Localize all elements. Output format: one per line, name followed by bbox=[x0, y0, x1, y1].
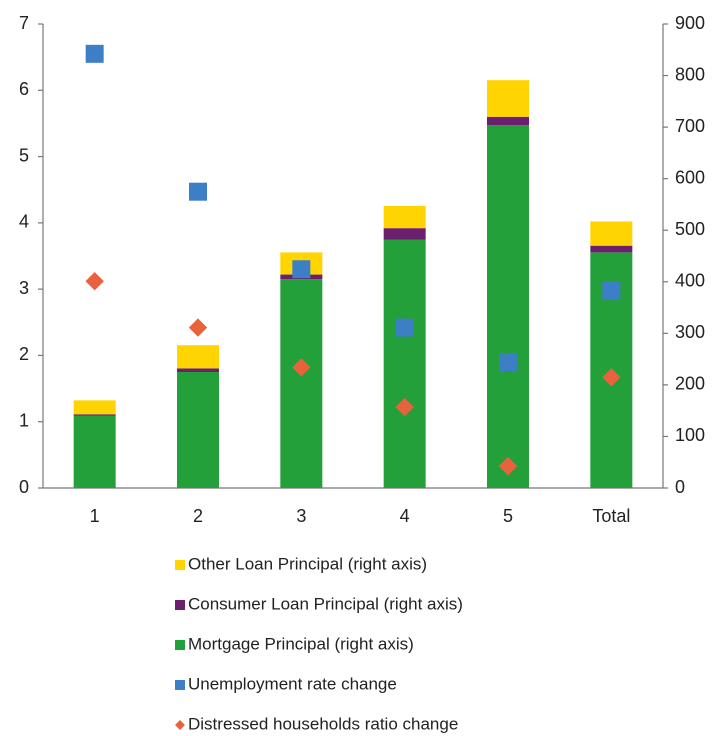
y-tick-label: 0 bbox=[19, 477, 29, 497]
y2-tick-label: 600 bbox=[675, 167, 705, 187]
legend-label: Mortgage Principal (right axis) bbox=[188, 634, 414, 653]
bar-segment bbox=[177, 345, 219, 369]
y2-tick-label: 200 bbox=[675, 374, 705, 394]
legend-label: Consumer Loan Principal (right axis) bbox=[188, 594, 463, 613]
y2-tick-label: 0 bbox=[675, 477, 685, 497]
y2-tick-label: 900 bbox=[675, 13, 705, 33]
point bbox=[498, 456, 518, 476]
legend-marker bbox=[175, 640, 185, 650]
point bbox=[292, 260, 311, 279]
bar-segment bbox=[177, 368, 219, 372]
bar-segment bbox=[590, 221, 633, 246]
bar-segment bbox=[487, 116, 529, 126]
point bbox=[602, 368, 621, 387]
bar-segment bbox=[487, 80, 529, 117]
point bbox=[395, 318, 414, 337]
point bbox=[602, 281, 621, 300]
bar-segment bbox=[280, 279, 323, 488]
legend-marker bbox=[175, 720, 185, 730]
y2-tick-label: 100 bbox=[675, 425, 705, 445]
bar-segment bbox=[590, 245, 633, 253]
point bbox=[395, 397, 414, 417]
point bbox=[188, 318, 208, 337]
x-tick-label: 1 bbox=[90, 506, 100, 526]
point bbox=[85, 44, 104, 63]
bar-segment bbox=[73, 415, 116, 488]
x-tick-label: 5 bbox=[503, 506, 513, 526]
point bbox=[85, 271, 104, 291]
bar-segment bbox=[177, 372, 219, 488]
point bbox=[189, 182, 207, 201]
y2-tick-label: 700 bbox=[675, 116, 705, 136]
bar-segment bbox=[73, 400, 116, 415]
y-tick-label: 1 bbox=[19, 410, 29, 430]
legend-label: Distressed households ratio change bbox=[188, 714, 458, 733]
y-tick-label: 4 bbox=[19, 212, 29, 232]
legend-label: Other Loan Principal (right axis) bbox=[188, 554, 427, 573]
legend-marker bbox=[175, 680, 185, 690]
y-tick-label: 5 bbox=[19, 145, 29, 165]
y-tick-label: 7 bbox=[19, 13, 29, 33]
point bbox=[499, 353, 517, 372]
y-tick-label: 3 bbox=[19, 278, 29, 298]
point bbox=[292, 358, 311, 377]
x-tick-label: 2 bbox=[193, 506, 203, 526]
y-tick-label: 2 bbox=[19, 344, 29, 364]
legend-marker bbox=[175, 600, 185, 610]
bar-segment bbox=[487, 125, 529, 488]
bar-segment bbox=[383, 205, 426, 229]
x-tick-label: 3 bbox=[296, 506, 306, 526]
y2-tick-label: 500 bbox=[675, 219, 705, 239]
y2-tick-label: 300 bbox=[675, 322, 705, 342]
y-tick-label: 6 bbox=[19, 79, 29, 99]
bar-segment bbox=[383, 239, 426, 488]
bar-segment bbox=[383, 228, 426, 240]
x-tick-label: 4 bbox=[400, 506, 410, 526]
y2-tick-label: 400 bbox=[675, 271, 705, 291]
legend-label: Unemployment rate change bbox=[188, 674, 397, 693]
x-tick-label: Total bbox=[592, 506, 630, 526]
y2-tick-label: 800 bbox=[675, 64, 705, 84]
legend-marker bbox=[175, 560, 185, 570]
bar-segment bbox=[73, 414, 116, 416]
